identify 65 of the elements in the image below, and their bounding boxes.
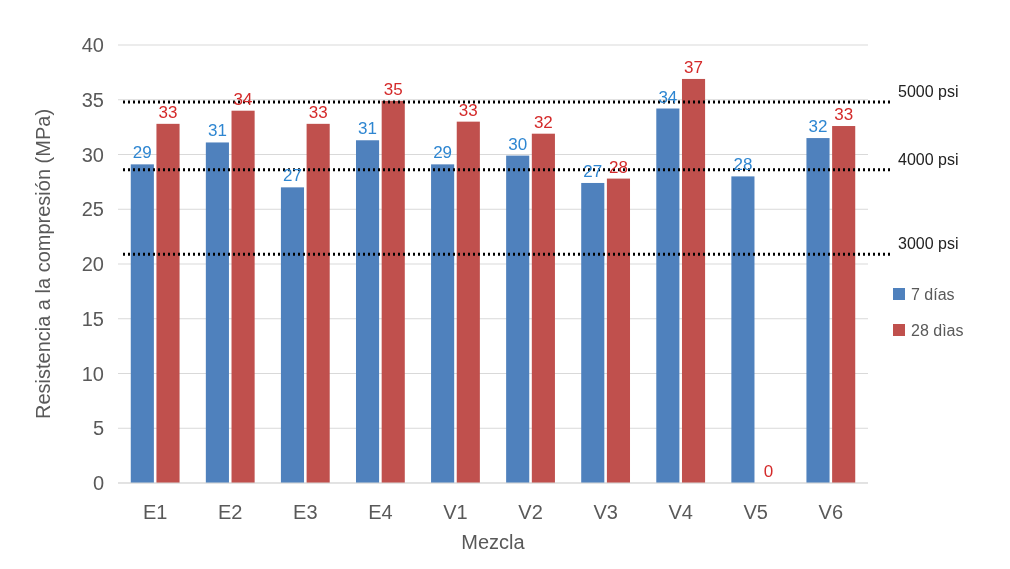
bar [130, 164, 154, 483]
bar [681, 78, 706, 483]
data-label: 29 [433, 143, 453, 163]
bar [656, 108, 680, 483]
x-tick-label: V3 [593, 501, 618, 523]
bar [581, 182, 605, 483]
data-label: 33 [158, 102, 178, 122]
x-tick-label: V1 [443, 501, 468, 523]
data-label: 37 [684, 57, 703, 77]
data-label: 33 [458, 100, 478, 120]
data-label: 31 [207, 121, 227, 141]
data-label: 33 [834, 105, 854, 125]
x-tick-label: V5 [743, 501, 768, 523]
ref-line-label: 3000 psi [898, 235, 959, 253]
x-tick-label: E1 [142, 501, 168, 523]
bar [806, 138, 830, 483]
data-label: 35 [383, 79, 403, 99]
ref-line-label: 4000 psi [898, 150, 959, 168]
bar [506, 155, 530, 483]
y-tick-label: 40 [81, 34, 104, 56]
y-tick-label: 15 [81, 307, 104, 330]
bar [205, 142, 229, 483]
y-tick-label: 5 [92, 417, 104, 440]
bar [606, 178, 631, 483]
y-tick-label: 20 [81, 253, 104, 275]
data-label: 31 [358, 119, 378, 139]
x-tick-label: V2 [518, 501, 543, 523]
data-label: 32 [533, 112, 553, 132]
legend-label: 28 dìas [911, 321, 964, 339]
bar [306, 123, 330, 483]
data-label: 32 [808, 117, 828, 137]
data-label: 29 [132, 143, 152, 163]
data-label: 0 [763, 462, 774, 481]
bar [231, 110, 255, 483]
bar [431, 164, 455, 483]
data-label: 30 [508, 134, 528, 154]
bar [156, 123, 180, 483]
data-label: 34 [233, 89, 253, 109]
x-tick-label: E2 [218, 501, 243, 523]
data-label: 34 [658, 87, 678, 107]
bar [531, 133, 555, 483]
x-tick-label: V6 [818, 501, 844, 523]
x-tick-label: V4 [668, 501, 693, 523]
ref-line-label: 5000 psi [898, 82, 959, 100]
bar [731, 176, 755, 483]
x-tick-label: E4 [368, 501, 393, 523]
y-tick-label: 35 [81, 88, 104, 111]
bar [832, 126, 856, 483]
x-tick-label: E3 [293, 501, 318, 523]
data-label: 28 [733, 155, 753, 175]
data-label: 28 [608, 157, 628, 177]
data-label: 27 [583, 161, 603, 181]
bar [355, 140, 380, 483]
bar [456, 121, 480, 483]
bar [381, 100, 405, 483]
y-tick-label: 30 [81, 143, 104, 166]
legend-label: 7 días [911, 285, 955, 303]
x-axis-title: Mezcla [461, 531, 526, 553]
y-axis-title: Resistencia a la compresión (MPa) [32, 108, 54, 420]
data-label: 33 [308, 102, 328, 122]
data-label: 27 [283, 166, 302, 186]
y-tick-label: 25 [81, 198, 104, 221]
y-tick-label: 10 [81, 362, 104, 385]
bar [280, 187, 305, 483]
y-tick-label: 0 [92, 472, 104, 494]
